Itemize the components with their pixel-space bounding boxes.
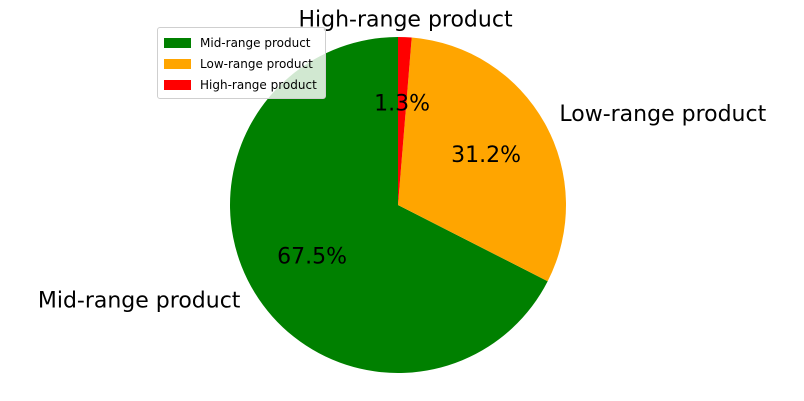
pie-slice-low-range xyxy=(398,37,566,282)
legend-label-low-range: Low-range product xyxy=(200,56,313,71)
pie-slice-high-range xyxy=(398,37,412,205)
legend-label-mid-range: Mid-range product xyxy=(200,35,311,50)
slice-value-label-mid-range: 67.5% xyxy=(277,245,347,270)
slice-value-label-low-range: 31.2% xyxy=(451,143,521,168)
legend-swatch-high-range xyxy=(164,79,191,90)
slice-category-label-low-range: Low-range product xyxy=(559,102,766,127)
legend-item-mid-range: Mid-range product xyxy=(164,32,317,53)
legend-swatch-mid-range xyxy=(164,37,191,48)
slice-category-label-mid-range: Mid-range product xyxy=(38,289,241,314)
legend-label-high-range: High-range product xyxy=(200,77,317,92)
pie-slice-mid-range xyxy=(230,37,548,374)
slice-value-label-high-range: 1.3% xyxy=(374,91,430,116)
legend-item-high-range: High-range product xyxy=(164,74,317,95)
legend-item-low-range: Low-range product xyxy=(164,53,317,74)
legend-swatch-low-range xyxy=(164,58,191,69)
legend: Mid-range product Low-range product High… xyxy=(157,27,326,99)
slice-category-label-high-range: High-range product xyxy=(298,7,512,32)
